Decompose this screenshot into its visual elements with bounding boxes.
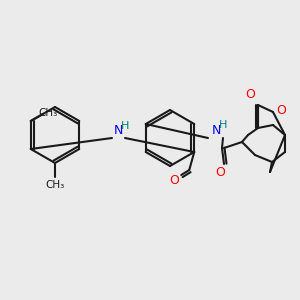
Text: CH₃: CH₃ bbox=[45, 180, 64, 190]
Text: H: H bbox=[219, 120, 227, 130]
Text: N: N bbox=[211, 124, 221, 137]
Text: N: N bbox=[113, 124, 123, 137]
Text: H: H bbox=[121, 121, 129, 131]
Text: CH₃: CH₃ bbox=[38, 108, 58, 118]
Text: O: O bbox=[215, 166, 225, 178]
Text: O: O bbox=[276, 103, 286, 116]
Text: O: O bbox=[169, 173, 179, 187]
Text: O: O bbox=[245, 88, 255, 101]
